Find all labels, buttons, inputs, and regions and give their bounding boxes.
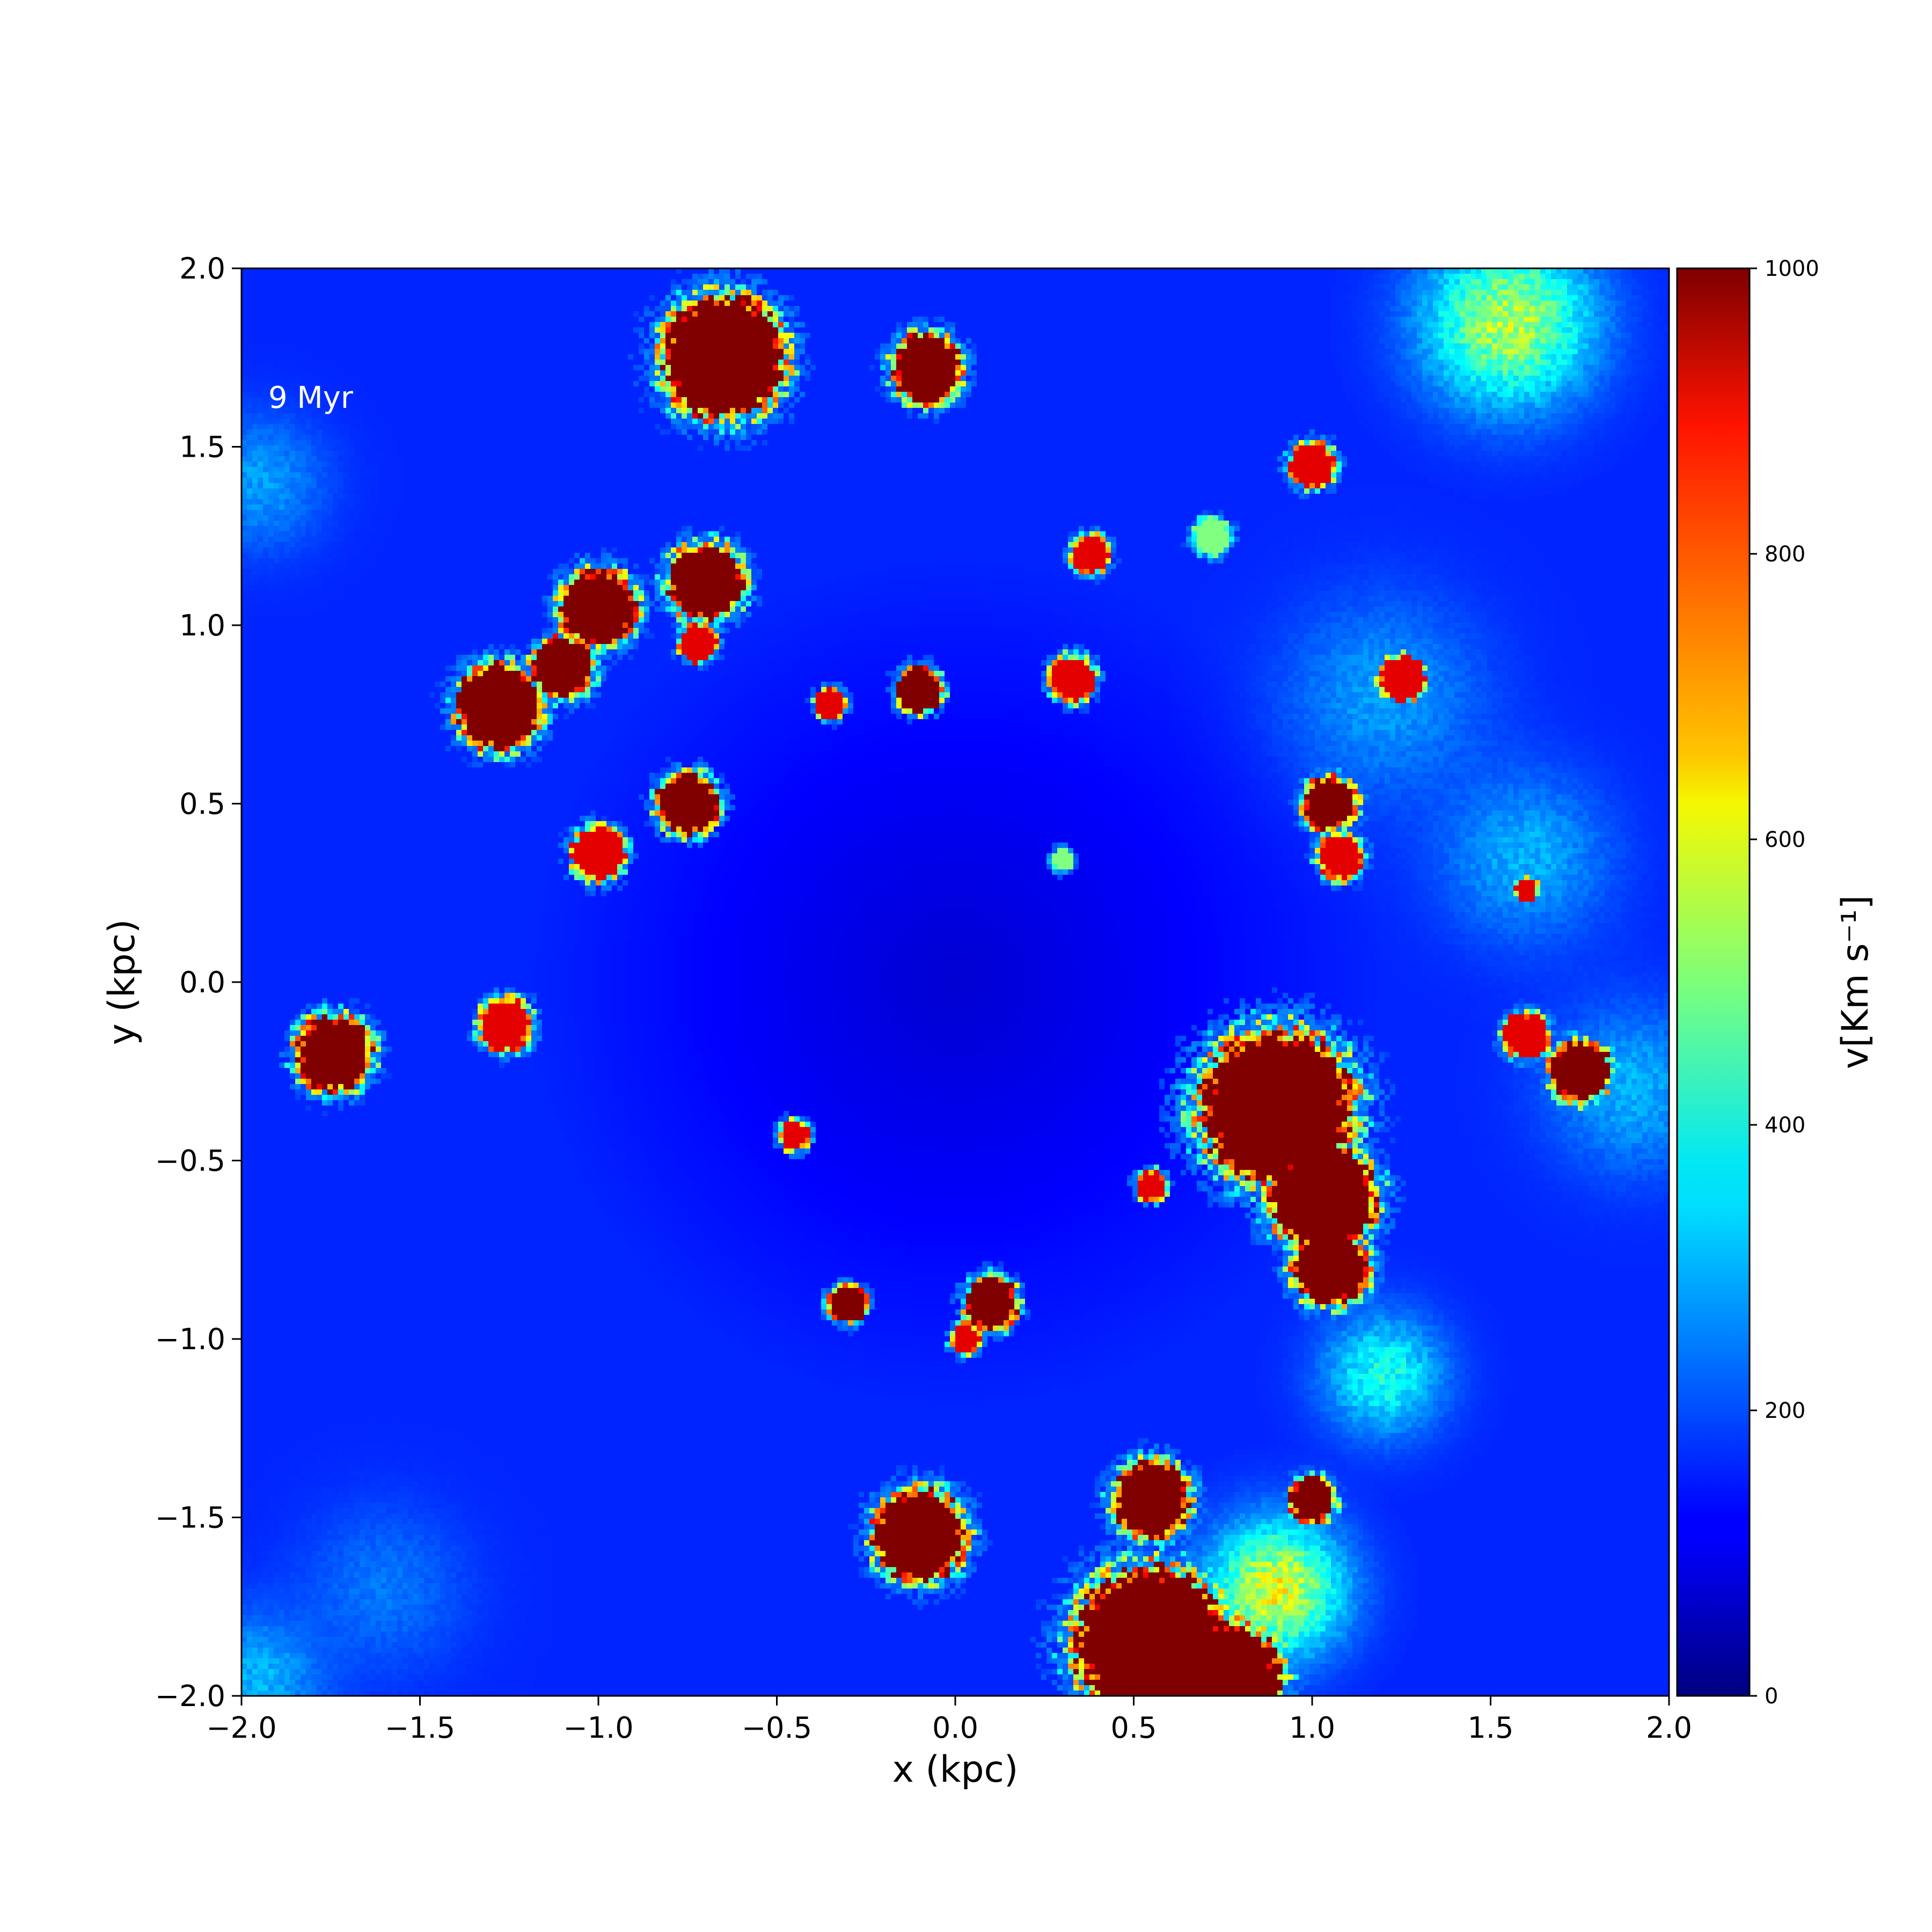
x-tick-label: 0.0 [932,1711,978,1745]
colorbar-axis: 0 200 400 600 800 1000 [1750,257,1819,1709]
y-tick-label: 2.0 [179,252,225,286]
colorbar-tick-label: 800 [1765,542,1805,567]
colorbar-tick-label: 1000 [1765,257,1819,281]
y-tick-label: 0.0 [179,965,225,999]
colorbar-tick-label: 600 [1765,828,1805,852]
heatmap-image [241,268,1669,1696]
colorbar [1676,267,1751,1697]
y-tick-label: −0.5 [155,1144,225,1178]
y-tick-label: 1.5 [179,430,225,464]
x-tick-label: 1.0 [1289,1711,1335,1745]
colorbar-tick-label: 200 [1765,1399,1805,1423]
y-axis: −2.0 −1.5 −1.0 −0.5 0.0 0.5 1.0 1.5 2.0 [155,252,241,1713]
colorbar-label: v[Km s⁻¹] [1834,895,1877,1069]
x-tick-label: −1.0 [563,1711,633,1745]
x-tick-label: 2.0 [1646,1711,1692,1745]
x-tick-label: −1.5 [385,1711,455,1745]
x-tick-label: −2.0 [206,1711,276,1745]
y-tick-label: −2.0 [155,1679,225,1713]
y-tick-label: −1.0 [155,1322,225,1356]
x-axis: −2.0 −1.5 −1.0 −0.5 0.0 0.5 1.0 1.5 2.0 [206,1696,1692,1745]
y-tick-label: −1.5 [155,1501,225,1535]
colorbar-tick-label: 400 [1765,1113,1805,1138]
x-tick-label: 0.5 [1111,1711,1157,1745]
x-tick-label: −0.5 [742,1711,812,1745]
colorbar-tick-label: 0 [1765,1684,1778,1709]
y-tick-label: 0.5 [179,787,225,821]
heatmap-raster [241,268,1669,1696]
x-tick-label: 1.5 [1468,1711,1514,1745]
time-annotation: 9 Myr [268,380,354,415]
y-axis-label: y (kpc) [101,919,143,1045]
y-tick-label: 1.0 [179,609,225,642]
x-axis-label: x (kpc) [892,1748,1019,1791]
